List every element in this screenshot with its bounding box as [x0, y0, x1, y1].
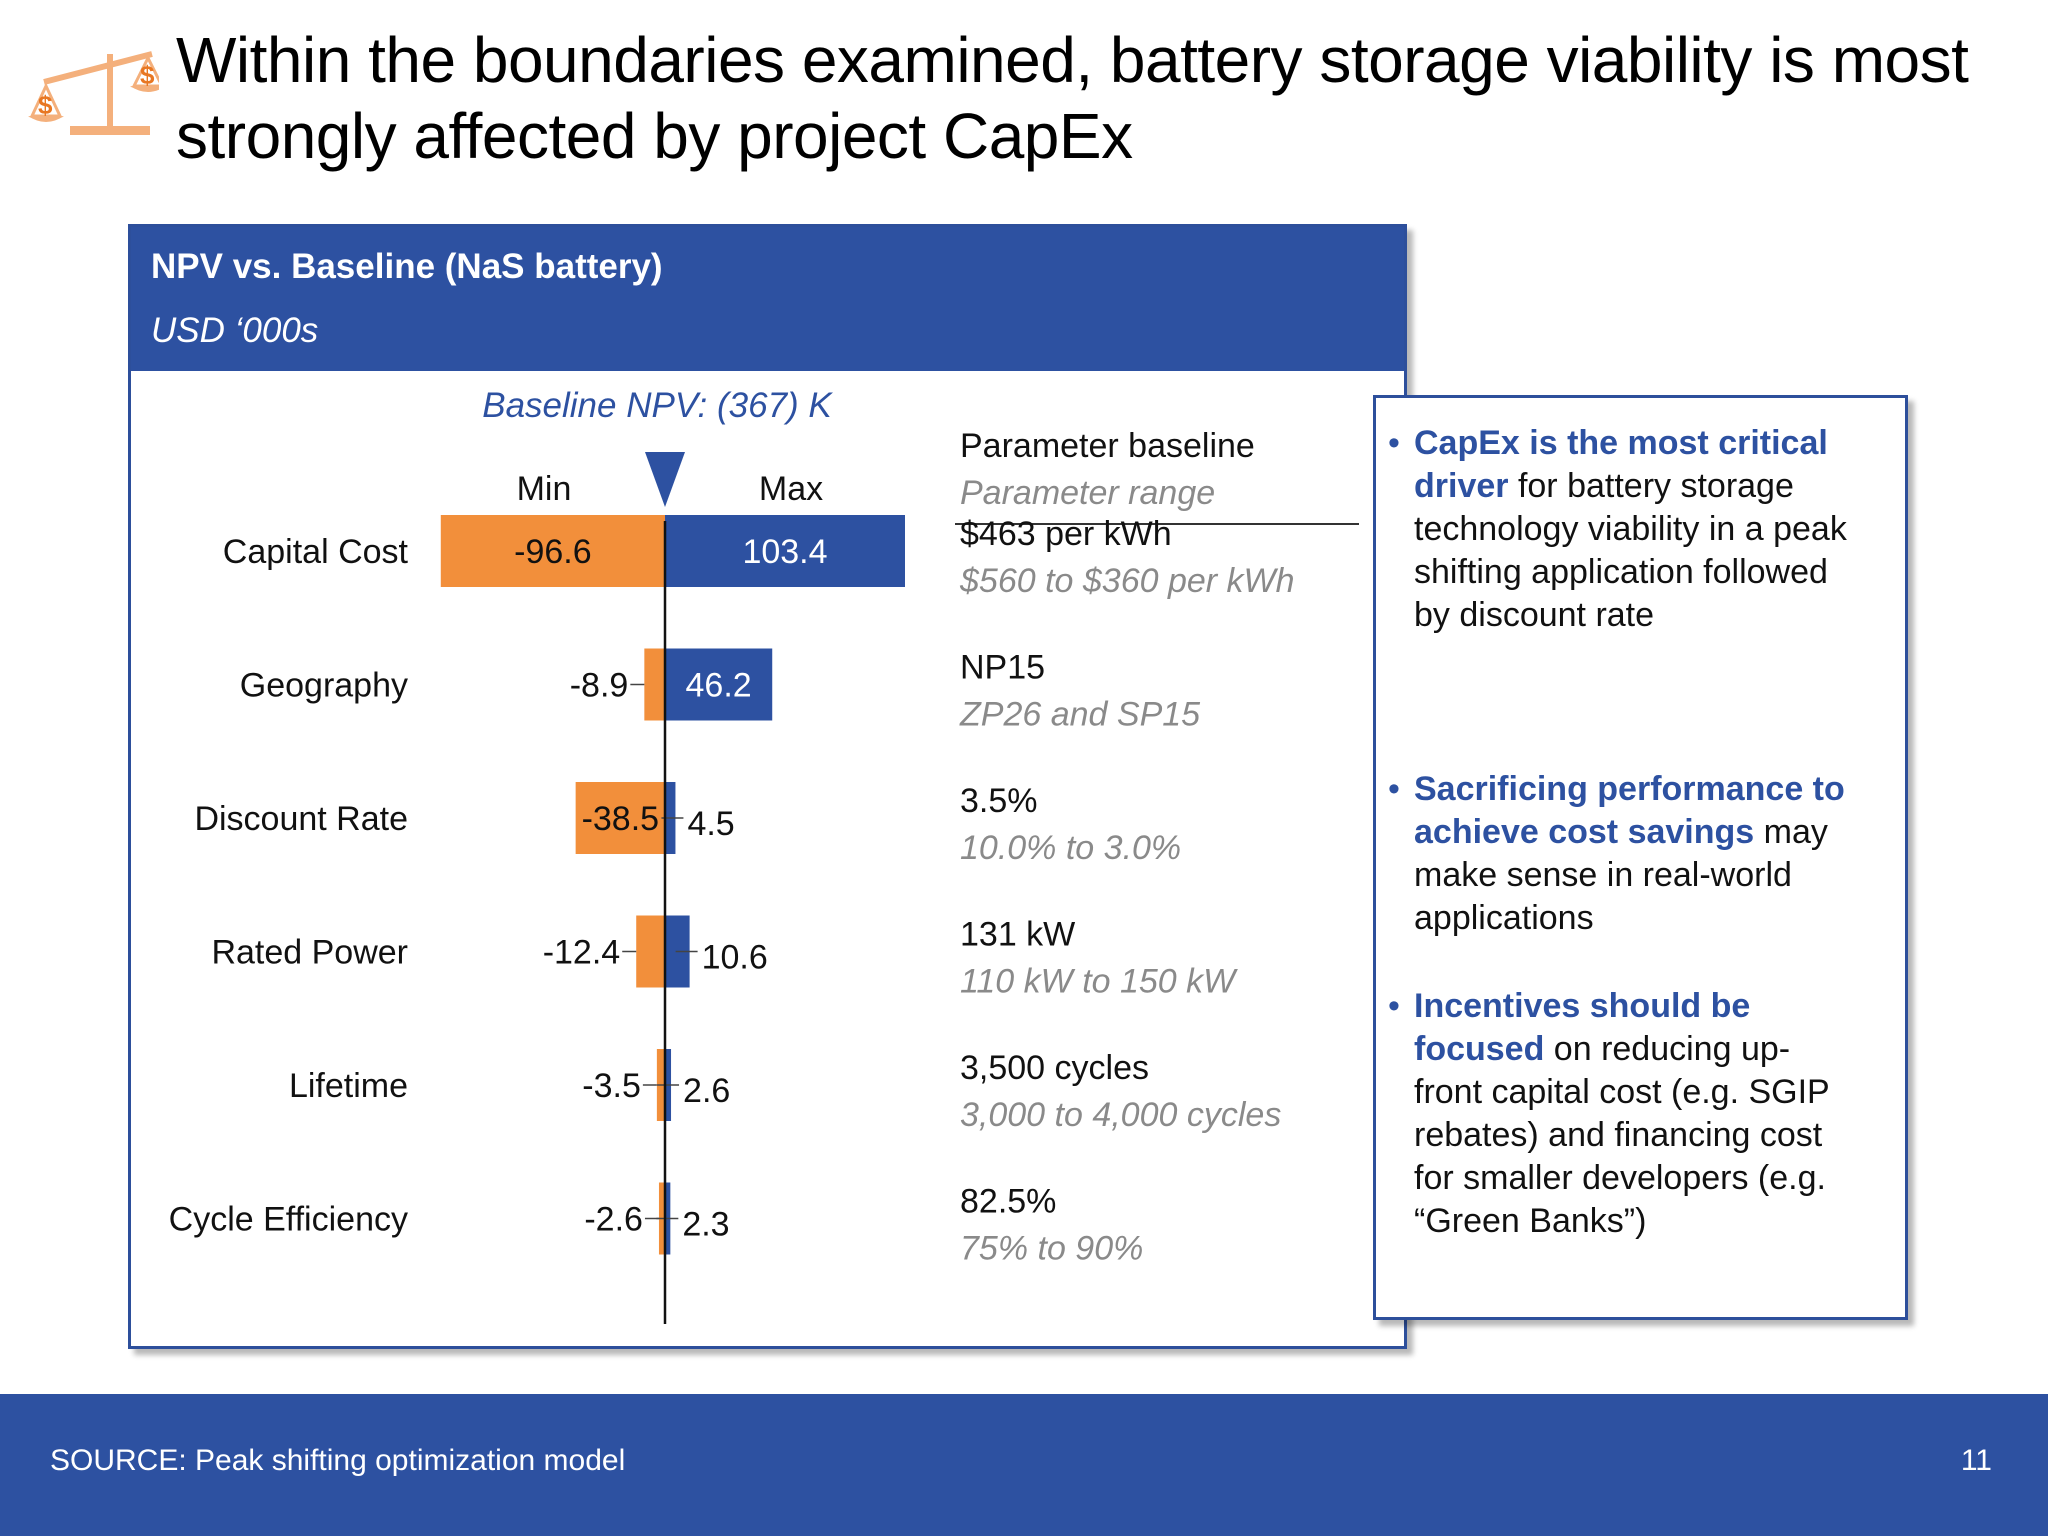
tornado-chart: Baseline NPV: (367) K Min Max Parameter bas…	[169, 386, 1359, 1324]
max-value-label: 4.5	[687, 805, 734, 843]
page-number: 11	[1960, 1444, 1992, 1477]
panel-header: NPV vs. Baseline (NaS battery) USD ‘000s	[131, 227, 1404, 371]
param-range: 75% to 90%	[960, 1230, 1143, 1268]
param-baseline: 82.5%	[960, 1183, 1056, 1221]
param-range: 110 kW to 150 kW	[960, 963, 1238, 1001]
takeaway-3: • Incentives should be focused on reduci…	[1388, 985, 1854, 1243]
takeaway-2-highlight: Sacrificing performance to achieve cost …	[1414, 770, 1845, 851]
takeaway-1-text: for battery storage technology viability…	[1414, 467, 1847, 634]
min-value-label: -8.9	[570, 667, 629, 705]
category-label: Discount Rate	[194, 800, 408, 838]
max-value-label: 10.6	[702, 939, 768, 977]
min-value-label: -12.4	[543, 934, 621, 972]
min-value-label: -3.5	[582, 1067, 641, 1105]
svg-text:$: $	[38, 90, 53, 120]
min-header: Min	[517, 470, 572, 508]
triangle-down-icon	[645, 452, 685, 507]
footer-bar: SOURCE: Peak shifting optimization model…	[0, 1394, 2048, 1536]
source-note: SOURCE: Peak shifting optimization model	[50, 1444, 626, 1477]
param-baseline-header: Parameter baseline	[960, 427, 1255, 465]
takeaway-2: • Sacrificing performance to achieve cos…	[1388, 768, 1854, 940]
param-range: $560 to $360 per kWh	[959, 562, 1295, 600]
max-bar	[665, 515, 905, 587]
param-baseline: 131 kW	[960, 916, 1075, 954]
panel-title: NPV vs. Baseline (NaS battery)	[151, 247, 663, 286]
balance-scale-icon: $ $	[28, 51, 159, 135]
param-baseline: 3,500 cycles	[960, 1049, 1149, 1087]
max-value-label: 103.4	[742, 533, 827, 571]
param-range: 3,000 to 4,000 cycles	[960, 1096, 1281, 1134]
min-value-label: -96.6	[514, 533, 592, 571]
slide-title: Within the boundaries examined, battery …	[176, 24, 1969, 172]
param-baseline: 3.5%	[960, 782, 1038, 820]
category-label: Capital Cost	[223, 533, 409, 571]
max-value-label: 2.3	[682, 1206, 729, 1244]
bullet-dot-icon: •	[1388, 987, 1400, 1025]
param-baseline: $463 per kWh	[960, 515, 1172, 553]
param-baseline: NP15	[960, 649, 1045, 687]
key-takeaways-box: • CapEx is the most critical driver for …	[1373, 395, 1908, 1320]
min-value-label: -38.5	[582, 800, 660, 838]
baseline-npv-label: Baseline NPV: (367) K	[482, 386, 833, 425]
min-value-label: -2.6	[584, 1201, 643, 1239]
panel-units: USD ‘000s	[151, 311, 319, 350]
npv-chart-panel: NPV vs. Baseline (NaS battery) USD ‘000s…	[128, 224, 1407, 1349]
takeaway-3-text: on reducing up-front capital cost (e.g. …	[1414, 1030, 1830, 1240]
param-range-header: Parameter range	[960, 474, 1215, 512]
param-range: 10.0% to 3.0%	[960, 829, 1181, 867]
category-label: Lifetime	[289, 1067, 408, 1105]
min-bar	[636, 915, 665, 988]
takeaway-2-text: may make sense in real-world application…	[1414, 813, 1828, 937]
param-range: ZP26 and SP15	[959, 696, 1200, 734]
max-bar	[665, 648, 773, 721]
min-bar	[440, 515, 665, 587]
takeaway-1: • CapEx is the most critical driver for …	[1388, 422, 1854, 637]
bullet-dot-icon: •	[1388, 424, 1400, 462]
max-value-label: 46.2	[686, 667, 752, 705]
category-label: Rated Power	[211, 934, 408, 972]
max-header: Max	[759, 470, 823, 508]
category-label: Cycle Efficiency	[169, 1201, 408, 1239]
min-bar	[575, 782, 665, 854]
category-label: Geography	[240, 667, 408, 705]
bullet-dot-icon: •	[1388, 770, 1400, 808]
min-bar	[644, 648, 665, 721]
takeaway-3-highlight: Incentives should be focused	[1414, 987, 1751, 1068]
takeaway-1-highlight: CapEx is the most critical driver	[1414, 424, 1828, 505]
max-value-label: 2.6	[683, 1072, 730, 1110]
svg-text:$: $	[140, 60, 155, 90]
